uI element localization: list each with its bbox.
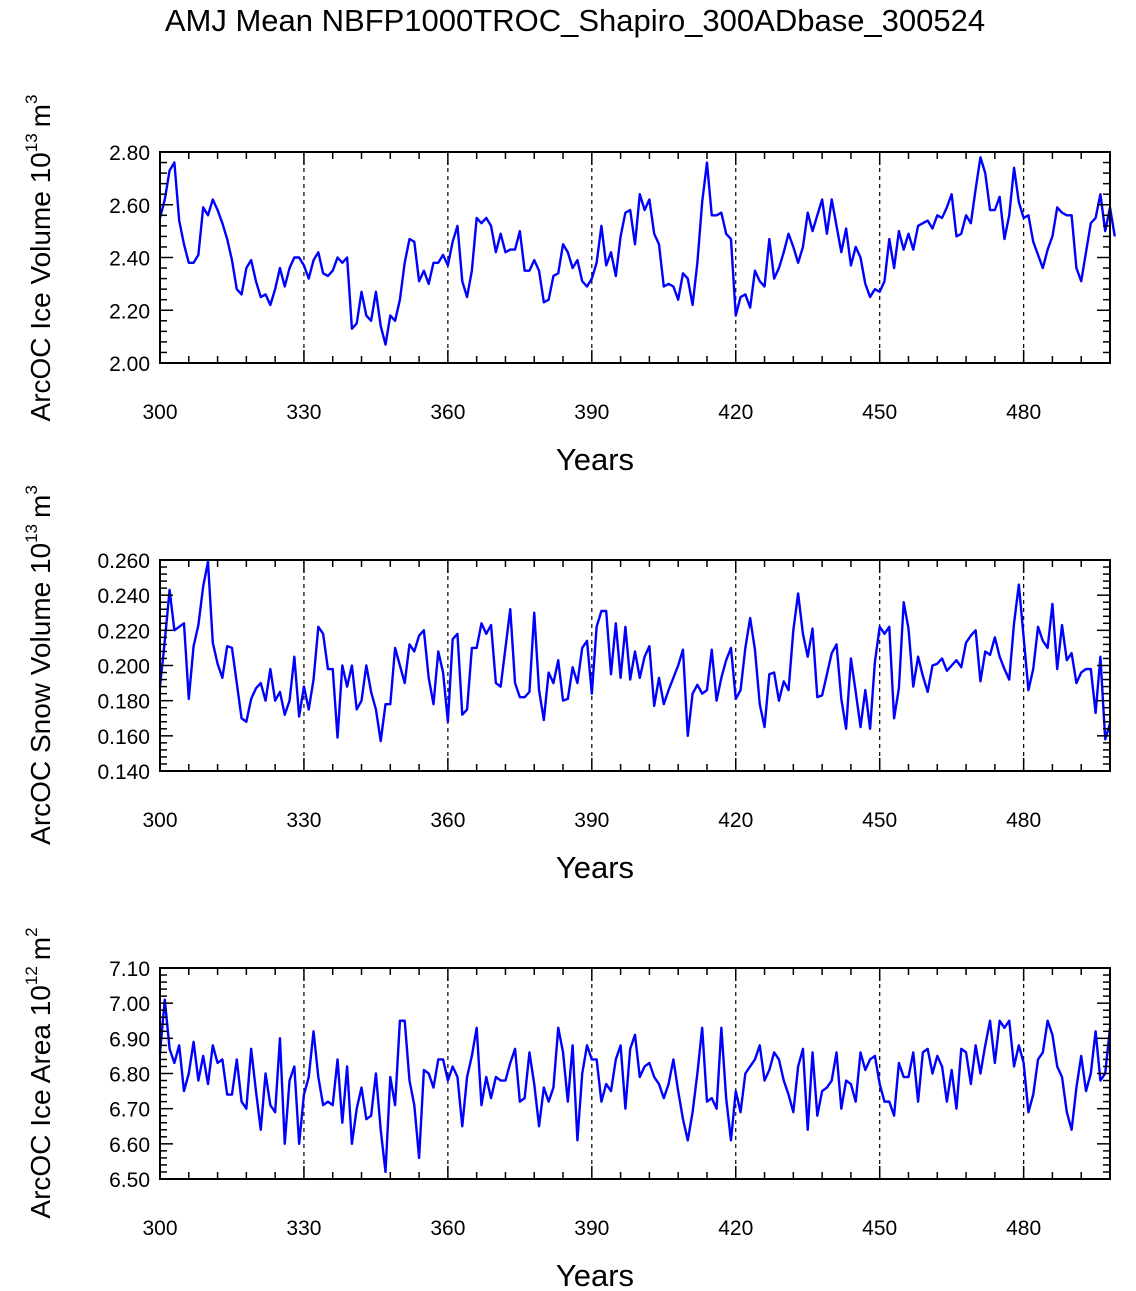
x-tick-label: 420 (718, 401, 753, 424)
y-axis-label-text: ArcOC Snow Volume 10 (25, 543, 56, 845)
y-axis-label-unit: m (25, 104, 56, 127)
y-tick-label: 6.80 (109, 1064, 150, 1087)
y-axis-label: ArcOC Ice Volume 1013 m3 (22, 95, 56, 422)
y-tick-label: 2.60 (109, 195, 150, 218)
y-tick-label: 6.50 (109, 1169, 150, 1192)
y-tick-label: 6.60 (109, 1134, 150, 1157)
plot-frame (159, 559, 1111, 772)
y-axis-label-exponent: 13 (22, 524, 41, 543)
x-tick-label: 480 (1006, 401, 1041, 424)
y-tick-label: 2.00 (109, 353, 150, 376)
panel-3: 300 330 360 390 420 450 480 6.50 6.60 6.70 6.80 6.9… (22, 927, 1112, 1291)
y-tick-label: 0.140 (97, 761, 150, 784)
y-tick-label: 2.20 (109, 300, 150, 323)
y-tick-label: 0.220 (97, 620, 150, 643)
x-tick-label: 330 (286, 809, 321, 832)
y-tick-label: 7.00 (109, 993, 150, 1016)
series-line (158, 156, 1116, 346)
y-tick-label: 0.240 (97, 585, 150, 608)
x-tick-label: 420 (718, 809, 753, 832)
x-tick-label: 480 (1006, 809, 1041, 832)
y-axis-label-unit-exponent: 3 (22, 95, 41, 104)
y-tick-label: 2.40 (109, 248, 150, 271)
y-axis-label-text: ArcOC Ice Volume 10 (25, 152, 56, 421)
x-tick-label: 360 (430, 401, 465, 424)
figure-title: AMJ Mean NBFP1000TROC_Shapiro_300ADbase_… (165, 3, 985, 38)
x-tick-label: 390 (574, 1217, 609, 1240)
series-line (158, 560, 1112, 743)
y-axis-label-unit-exponent: 2 (22, 927, 41, 936)
x-tick-label: 300 (142, 1217, 177, 1240)
x-tick-label: 360 (430, 809, 465, 832)
x-tick-label: 480 (1006, 1217, 1041, 1240)
y-tick-label: 0.180 (97, 691, 150, 714)
y-axis-label-exponent: 12 (22, 966, 41, 985)
y-axis-label-unit-exponent: 3 (22, 485, 41, 494)
y-tick-label: 2.80 (109, 142, 150, 165)
y-axis-label-unit: m (25, 495, 56, 518)
y-tick-label: 6.90 (109, 1028, 150, 1051)
y-axis-label-unit: m (25, 937, 56, 960)
x-tick-label: 330 (286, 1217, 321, 1240)
panels: 300 330 360 390 420 450 480 2.00 2.20 2.40 2.60 2.8… (22, 95, 1116, 1291)
y-tick-label: 0.160 (97, 726, 150, 749)
y-axis-label-text: ArcOC Ice Area 10 (25, 985, 56, 1218)
series-line (158, 998, 1112, 1174)
x-tick-label: 330 (286, 401, 321, 424)
plot-frame (159, 151, 1111, 364)
x-axis-label: Years (556, 850, 634, 885)
plot-frame (159, 967, 1111, 1180)
y-tick-label: 6.70 (109, 1099, 150, 1122)
y-axis-label: ArcOC Snow Volume 1013 m3 (22, 485, 56, 845)
y-tick-label: 0.260 (97, 550, 150, 573)
y-axis-label: ArcOC Ice Area 1012 m2 (22, 927, 56, 1218)
y-tick-label: 0.200 (97, 656, 150, 679)
x-tick-label: 360 (430, 1217, 465, 1240)
y-tick-label: 7.10 (109, 958, 150, 981)
x-tick-label: 390 (574, 401, 609, 424)
x-tick-label: 300 (142, 809, 177, 832)
x-tick-label: 420 (718, 1217, 753, 1240)
x-axis-label: Years (556, 442, 634, 477)
x-tick-label: 450 (862, 809, 897, 832)
panel-2: 300 330 360 390 420 450 480 0.140 0.160 0.180 0.20… (22, 485, 1112, 885)
x-tick-label: 390 (574, 809, 609, 832)
x-axis-label: Years (556, 1258, 634, 1291)
x-tick-label: 450 (862, 1217, 897, 1240)
y-axis-label-exponent: 13 (22, 133, 41, 152)
x-tick-label: 300 (142, 401, 177, 424)
x-tick-label: 450 (862, 401, 897, 424)
panel-1: 300 330 360 390 420 450 480 2.00 2.20 2.40 2.60 2.8… (22, 95, 1116, 477)
